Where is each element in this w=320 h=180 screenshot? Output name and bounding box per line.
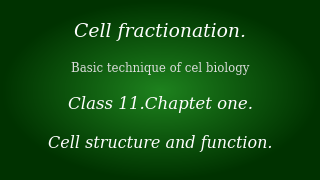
Text: Basic technique of cel biology: Basic technique of cel biology xyxy=(71,62,249,75)
Text: Cell structure and function.: Cell structure and function. xyxy=(48,136,272,152)
Text: Cell fractionation.: Cell fractionation. xyxy=(74,23,246,41)
Text: Class 11.Chaptet one.: Class 11.Chaptet one. xyxy=(68,96,252,113)
